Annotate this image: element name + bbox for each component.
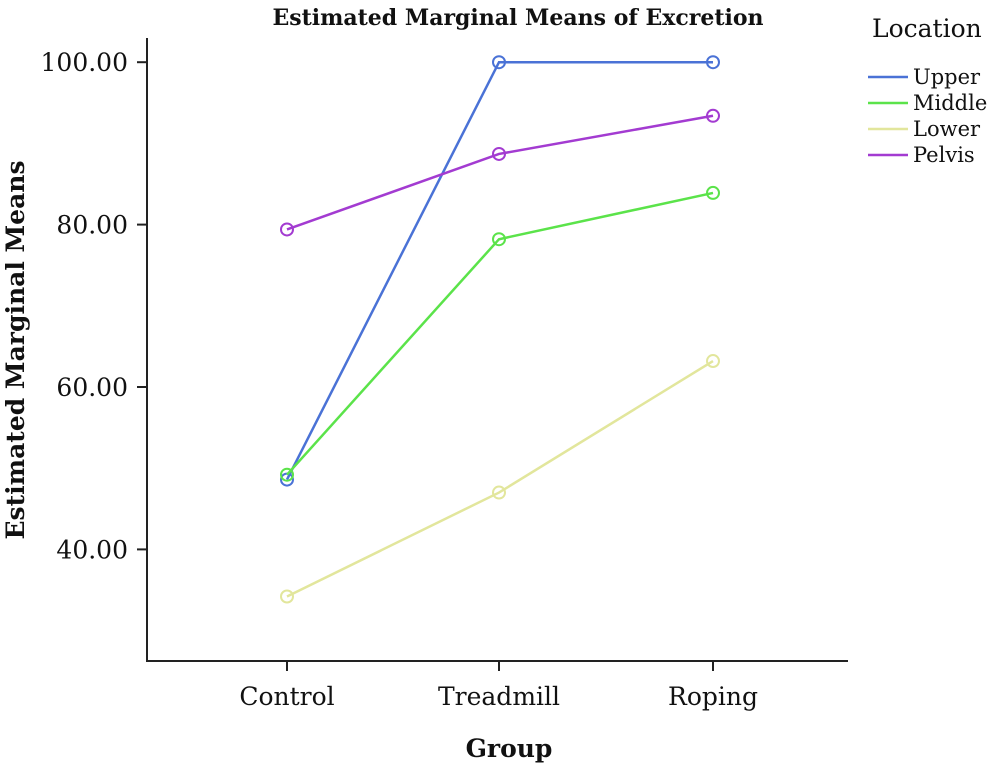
- y-ticks: 40.00 60.00 80.00 100.00: [41, 48, 147, 564]
- data-point-pelvis-roping: [706, 108, 720, 123]
- series-line-lower: [286, 359, 714, 598]
- data-point-upper-roping: [706, 55, 720, 70]
- y-axis-label: Estimated Marginal Means: [1, 160, 30, 539]
- legend-item-upper: Upper: [868, 65, 981, 89]
- data-point-middle-control: [280, 467, 294, 482]
- legend-title: Location: [872, 14, 982, 43]
- series-line-pelvis: [286, 114, 714, 231]
- data-point-lower-control: [280, 589, 294, 604]
- series-lower: [280, 354, 720, 604]
- data-point-pelvis-treadmill: [492, 146, 506, 161]
- legend-label-upper: Upper: [913, 65, 981, 89]
- legend-label-lower: Lower: [913, 117, 981, 141]
- legend-item-middle: Middle: [868, 91, 987, 115]
- data-point-lower-treadmill: [492, 485, 506, 500]
- y-tick-label: 40.00: [56, 535, 128, 564]
- x-ticks: Control Treadmill Roping: [239, 661, 758, 711]
- data-point-pelvis-control: [280, 222, 294, 237]
- data-point-upper-treadmill: [492, 55, 506, 70]
- chart-title: Estimated Marginal Means of Excretion: [272, 5, 763, 31]
- series-pelvis: [280, 108, 720, 237]
- series-line-middle: [286, 191, 714, 476]
- axes: [146, 38, 848, 662]
- legend-label-pelvis: Pelvis: [913, 143, 975, 167]
- y-tick-label: 80.00: [56, 211, 128, 240]
- data-point-middle-roping: [706, 185, 720, 200]
- legend-item-lower: Lower: [868, 117, 981, 141]
- series-layer: [280, 55, 720, 604]
- data-point-lower-roping: [706, 354, 720, 369]
- legend-item-pelvis: Pelvis: [868, 143, 975, 167]
- x-tick-label: Roping: [668, 682, 758, 711]
- y-tick-label: 60.00: [56, 373, 128, 402]
- series-upper: [280, 55, 720, 487]
- y-tick-label: 100.00: [41, 48, 128, 77]
- data-point-middle-treadmill: [492, 232, 506, 247]
- legend-label-middle: Middle: [913, 91, 987, 115]
- series-line-upper: [285, 60, 713, 481]
- x-axis-label: Group: [466, 734, 553, 763]
- x-tick-label: Control: [239, 682, 334, 711]
- x-tick-label: Treadmill: [438, 682, 560, 711]
- series-middle: [280, 185, 720, 482]
